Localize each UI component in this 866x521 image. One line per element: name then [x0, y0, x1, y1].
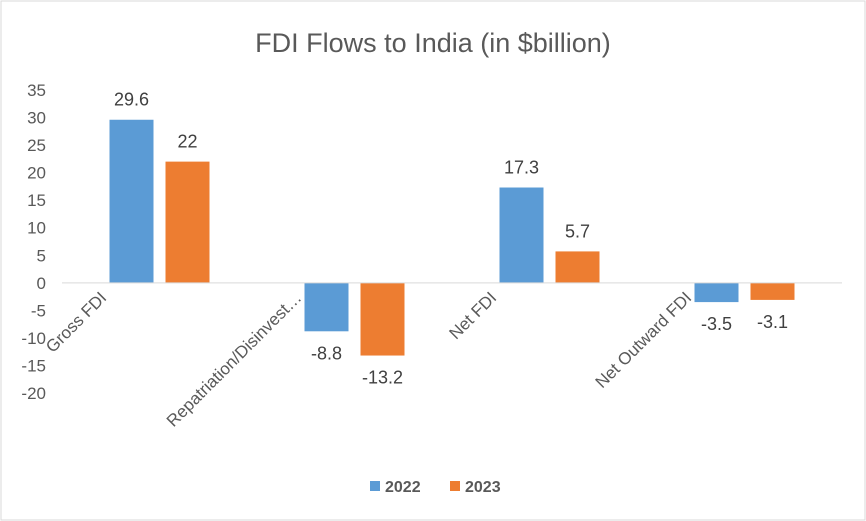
- legend-swatch-2023: [450, 481, 460, 491]
- bar-2023-3: [750, 282, 795, 300]
- chart-title: FDI Flows to India (in $billion): [255, 28, 611, 58]
- y-tick-label: 20: [27, 164, 46, 183]
- y-tick-label: 5: [37, 246, 46, 265]
- y-tick-label: 30: [27, 109, 46, 128]
- bar-2022-0: [109, 119, 154, 283]
- data-label: 22: [177, 132, 197, 152]
- legend-label: 2023: [465, 479, 501, 496]
- data-label: -8.8: [311, 343, 342, 363]
- data-label: -13.2: [362, 368, 403, 388]
- data-label: 17.3: [504, 158, 539, 178]
- bar-2023-1: [360, 282, 405, 356]
- y-tick-label: 35: [27, 81, 46, 100]
- y-tick-label: -5: [31, 301, 46, 320]
- legend: 2022 2023: [370, 479, 501, 496]
- bars: 29.6 22 -8.8 -13.2 17.3 5.7 -3.5 -3.1: [109, 90, 795, 388]
- bar-2022-1: [304, 282, 349, 332]
- legend-label: 2022: [385, 479, 421, 496]
- data-label: 5.7: [565, 221, 590, 241]
- bar-2022-2: [499, 187, 544, 283]
- bar-2023-2: [555, 251, 600, 283]
- bar-2022-3: [694, 282, 739, 303]
- y-tick-label: -15: [21, 356, 46, 375]
- y-tick-label: 0: [37, 274, 46, 293]
- y-axis: 35 30 25 20 15 10 5 0 -5 -10 -15 -20: [21, 81, 46, 403]
- y-tick-label: 10: [27, 219, 46, 238]
- data-label: -3.1: [757, 312, 788, 332]
- legend-swatch-2022: [370, 481, 380, 491]
- bar-2023-0: [165, 161, 210, 283]
- y-tick-label: -10: [21, 329, 46, 348]
- y-tick-label: 15: [27, 191, 46, 210]
- y-tick-label: -20: [21, 384, 46, 403]
- data-label: -3.5: [701, 314, 732, 334]
- y-tick-label: 25: [27, 136, 46, 155]
- data-label: 29.6: [114, 90, 149, 110]
